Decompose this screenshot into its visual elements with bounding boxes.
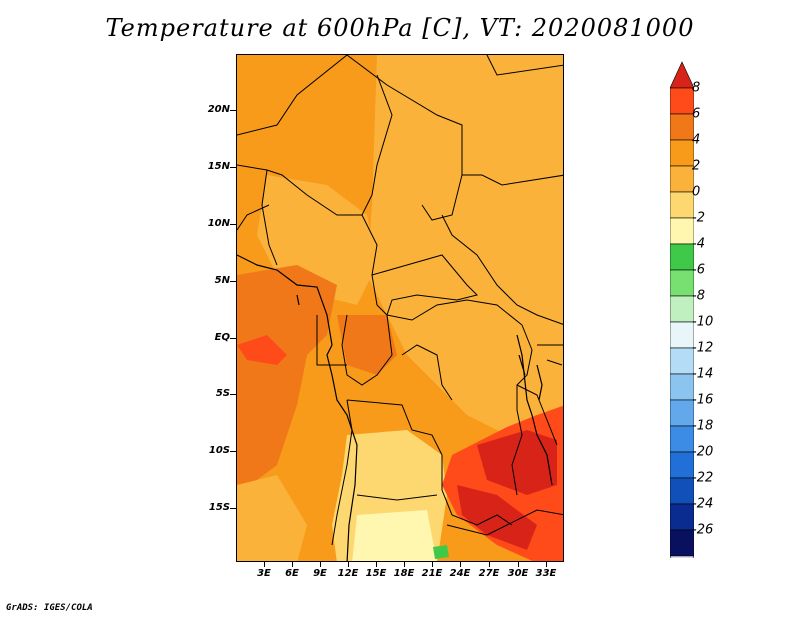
region-deep-red-east: [477, 430, 557, 495]
colorbar-swatch-top-arrow: [670, 61, 694, 89]
lat-tick: [230, 110, 236, 111]
lat-tick: [230, 394, 236, 395]
map-fill: [237, 55, 563, 561]
colorbar-label: -4: [692, 236, 705, 252]
lon-label-21e: 21E: [421, 568, 443, 579]
lon-label-6e: 6E: [285, 568, 299, 579]
colorbar-swatch: [670, 269, 694, 297]
lat-tick: [230, 451, 236, 452]
lon-label-15e: 15E: [365, 568, 387, 579]
colorbar-label: -2: [692, 210, 705, 226]
lon-tick: [404, 562, 405, 567]
lat-label-eq: EQ: [214, 332, 230, 343]
colorbar-label: -22: [692, 470, 714, 486]
region-dark-orange-atlantic: [237, 265, 337, 495]
lat-tick: [230, 338, 236, 339]
colorbar-swatch-bottom-arrow: [670, 555, 694, 558]
chart-title: Temperature at 600hPa [C], VT: 202008100…: [105, 14, 695, 42]
region-deep-red-se: [457, 485, 537, 550]
colorbar-swatches: [670, 61, 694, 558]
region-pale-yellow-south: [352, 510, 437, 561]
lat-label-15n: 15N: [207, 161, 230, 172]
lon-label-33e: 33E: [535, 568, 557, 579]
lon-tick: [320, 562, 321, 567]
colorbar-swatch: [670, 373, 694, 401]
lat-label-20n: 20N: [207, 104, 230, 115]
colorbar: [670, 61, 694, 558]
lon-label-3e: 3E: [257, 568, 271, 579]
lon-tick: [546, 562, 547, 567]
lon-label-18e: 18E: [393, 568, 415, 579]
coastline: [237, 254, 553, 561]
colorbar-label: -18: [692, 418, 714, 434]
colorbar-label: -12: [692, 340, 714, 356]
colorbar-swatch: [670, 243, 694, 271]
colorbar-swatch: [670, 399, 694, 427]
lat-tick: [230, 508, 236, 509]
region-green-spot: [433, 545, 449, 559]
colorbar-swatch: [670, 139, 694, 167]
colorbar-swatch: [670, 451, 694, 479]
colorbar-swatch: [670, 347, 694, 375]
colorbar-swatch: [670, 529, 694, 557]
lon-label-12e: 12E: [337, 568, 359, 579]
credit-text: GrADS: IGES/COLA: [6, 603, 93, 613]
lat-label-10n: 10N: [207, 218, 230, 229]
colorbar-swatch: [670, 191, 694, 219]
lon-tick: [348, 562, 349, 567]
colorbar-swatch: [670, 165, 694, 193]
colorbar-label: -26: [692, 522, 714, 538]
lon-tick: [460, 562, 461, 567]
lat-tick: [230, 224, 236, 225]
lon-label-27e: 27E: [478, 568, 500, 579]
region-red-gulf: [237, 335, 287, 365]
colorbar-swatch: [670, 217, 694, 245]
colorbar-label: -6: [692, 262, 705, 278]
lon-tick: [518, 562, 519, 567]
colorbar-swatch: [670, 295, 694, 323]
region-dark-orange-congo: [337, 315, 397, 375]
colorbar-label: 4: [692, 132, 701, 148]
lat-label-15s: 15S: [208, 502, 230, 513]
colorbar-swatch: [670, 425, 694, 453]
colorbar-label: 0: [692, 184, 701, 200]
colorbar-label: -20: [692, 444, 714, 460]
lon-tick: [264, 562, 265, 567]
lon-label-30e: 30E: [507, 568, 529, 579]
colorbar-label: -16: [692, 392, 714, 408]
colorbar-label: -24: [692, 496, 714, 512]
region-light-orange-sw: [237, 475, 307, 561]
country-borders: [237, 55, 563, 546]
lon-label-24e: 24E: [449, 568, 471, 579]
colorbar-label: 8: [692, 80, 701, 96]
lon-tick: [292, 562, 293, 567]
lon-label-9e: 9E: [313, 568, 327, 579]
lat-tick: [230, 281, 236, 282]
lat-tick: [230, 167, 236, 168]
colorbar-label: 6: [692, 106, 701, 122]
colorbar-swatch: [670, 87, 694, 115]
lat-label-5s: 5S: [215, 388, 230, 399]
lon-tick: [376, 562, 377, 567]
colorbar-swatch: [670, 503, 694, 531]
lon-tick: [489, 562, 490, 567]
colorbar-swatch: [670, 113, 694, 141]
region-light-orange-lakes: [517, 345, 563, 415]
lat-label-10s: 10S: [208, 445, 230, 456]
lon-tick: [432, 562, 433, 567]
temperature-map: [236, 54, 564, 562]
colorbar-label: -10: [692, 314, 714, 330]
colorbar-label: -8: [692, 288, 705, 304]
colorbar-swatch: [670, 477, 694, 505]
lat-label-5n: 5N: [214, 275, 230, 286]
colorbar-swatch: [670, 321, 694, 349]
colorbar-label: 2: [692, 158, 701, 174]
region-orange-nw: [237, 55, 297, 135]
colorbar-label: -14: [692, 366, 714, 382]
